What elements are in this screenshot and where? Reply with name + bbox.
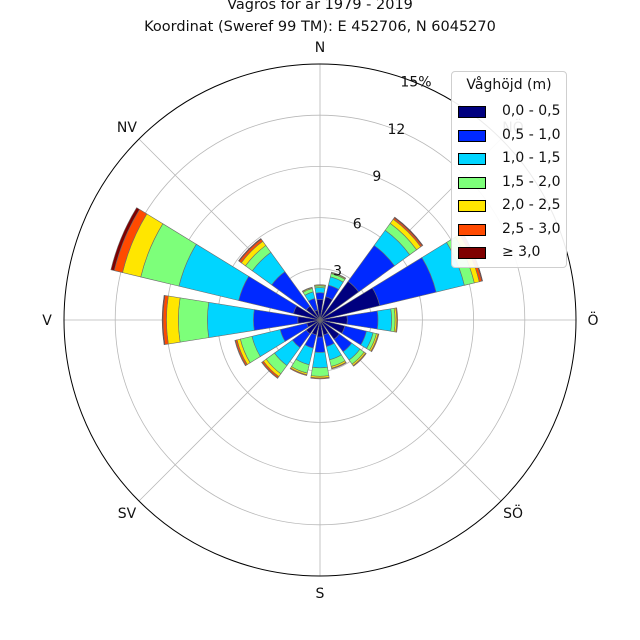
legend-swatch-4	[458, 200, 486, 212]
legend: Våghöjd (m) 0,0 - 0,5 0,5 - 1,0 1,0 - 1,5 1…	[451, 71, 567, 268]
bar-N-series-5	[314, 284, 326, 286]
direction-label-0: N	[315, 40, 325, 56]
bar-NÖ-series-6	[393, 216, 424, 247]
bar-NNÖ-series-5	[330, 271, 347, 279]
bar-Ö-series-2	[376, 308, 392, 332]
legend-label-5: 2,5 - 3,0	[502, 220, 561, 237]
bar-NNV-series-5	[301, 286, 313, 293]
legend-title: Våghöjd (m)	[466, 77, 552, 93]
bar-V-series-4	[166, 295, 181, 345]
bar-Ö-series-5	[395, 307, 398, 333]
bar-S-series-1	[314, 336, 326, 353]
bar-NV-series-6	[238, 238, 262, 262]
bar-V-series-6	[161, 294, 166, 346]
bar-ÖSÖ-series-5	[370, 333, 380, 353]
bar-VSV-series-6	[234, 339, 247, 367]
axis-labels: NNÖÖSÖSSVVNV3691215%	[42, 40, 598, 602]
bar-N-series-2	[314, 287, 326, 294]
direction-label-5: SV	[118, 506, 137, 522]
legend-label-4: 2,0 - 2,5	[502, 197, 561, 213]
bars	[110, 207, 483, 380]
direction-label-7: NV	[117, 120, 137, 136]
chart-title: Vågros för år 1979 - 2019	[227, 0, 413, 13]
legend-label-3: 1,5 - 2,0	[502, 173, 561, 190]
legend-swatch-0	[458, 106, 486, 118]
legend-swatch-3	[458, 176, 486, 189]
bar-SSÖ-series-5	[331, 361, 347, 370]
radial-tick-label-0: 3	[333, 264, 342, 280]
bar-VNV-series-6	[110, 207, 140, 271]
direction-label-4: S	[316, 586, 325, 602]
direction-label-6: V	[42, 313, 52, 329]
radial-tick-label-2: 9	[372, 169, 381, 185]
bar-SV-series-6	[261, 361, 279, 379]
legend-swatch-1	[458, 129, 486, 142]
direction-label-3: SÖ	[503, 504, 523, 522]
legend-swatch-2	[458, 153, 486, 165]
chart-subtitle: Koordinat (Sweref 99 TM): E 452706, N 60…	[144, 19, 496, 35]
bar-Ö-series-1	[346, 310, 379, 330]
ring-gridline-3	[114, 114, 526, 526]
legend-label-1: 0,5 - 1,0	[502, 126, 561, 143]
bar-N-series-1	[315, 292, 325, 301]
bar-SÖ-series-5	[352, 352, 367, 367]
radial-tick-label-4: 15%	[400, 74, 431, 90]
legend-label-6: ≥ 3,0	[502, 244, 541, 260]
radial-tick-label-1: 6	[353, 216, 362, 232]
bar-S-series-5	[310, 376, 330, 380]
legend-swatch-5	[458, 223, 486, 236]
bar-S-series-3	[310, 366, 330, 377]
bar-V-series-2	[207, 302, 255, 338]
direction-label-2: Ö	[587, 311, 598, 329]
bar-S-series-2	[312, 351, 328, 369]
legend-swatch-6	[458, 247, 486, 259]
legend-label-0: 0,0 - 0,5	[502, 103, 561, 119]
bar-V-series-3	[178, 297, 210, 343]
legend-label-2: 1,0 - 1,5	[502, 150, 561, 166]
bar-SSV-series-5	[289, 367, 308, 376]
radial-tick-label-3: 12	[387, 122, 405, 138]
outer-circle	[63, 63, 577, 577]
